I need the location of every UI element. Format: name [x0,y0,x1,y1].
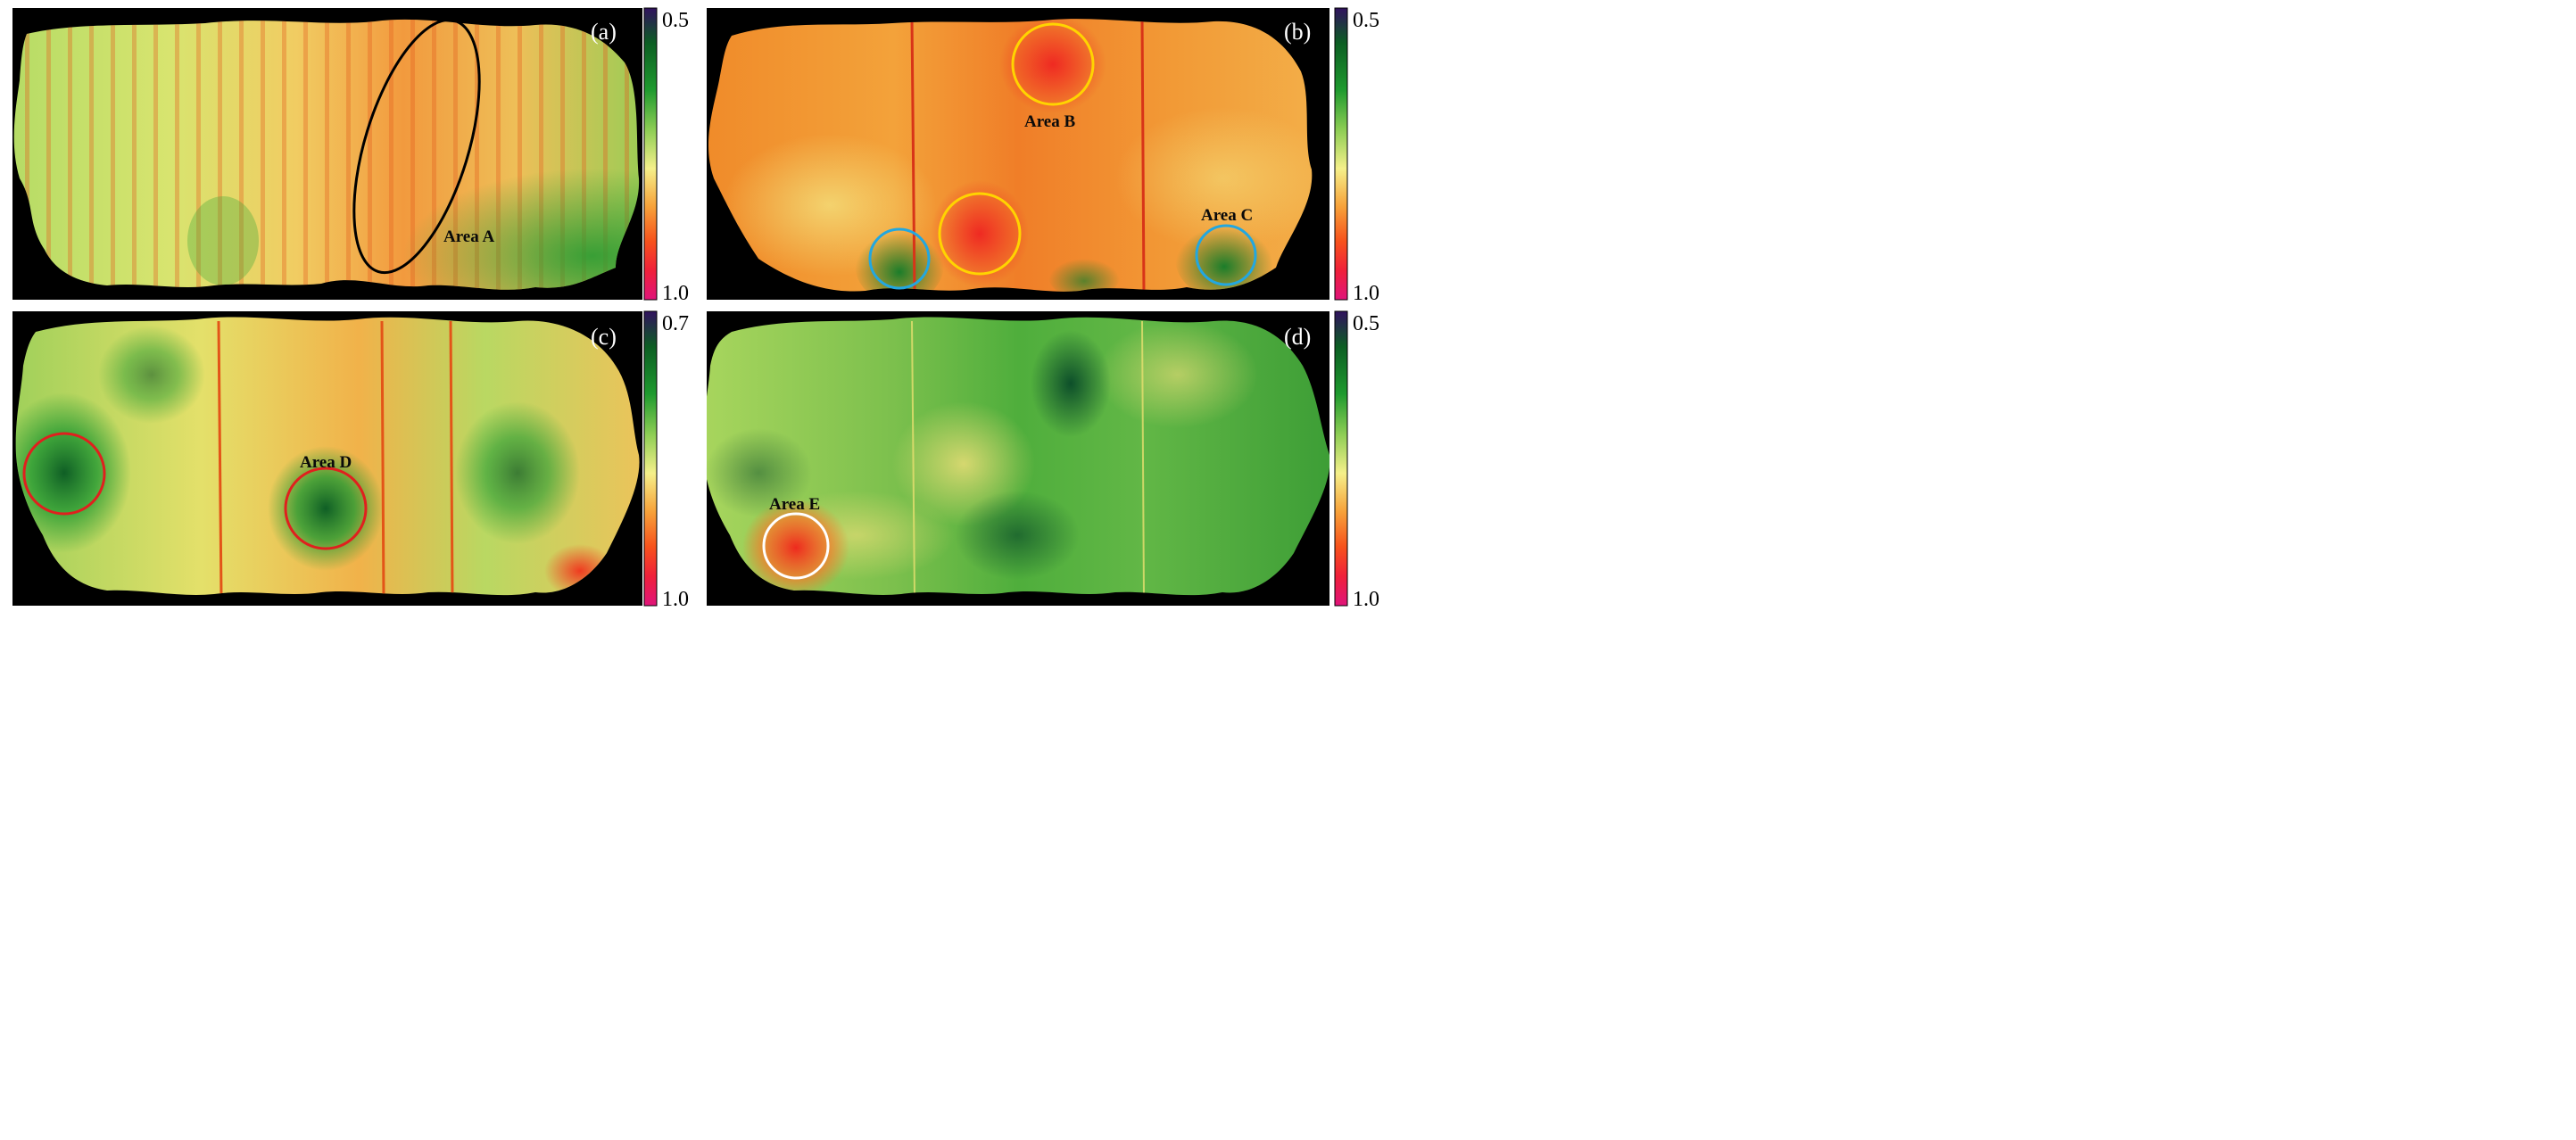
colorbar-d-bottom-tick: 1.0 [1353,588,1379,611]
area-e-marker [762,512,830,580]
panel-b: (b) Area B Area C [707,8,1329,300]
colorbar-d [1334,310,1348,607]
area-d-marker-left [22,432,106,516]
panel-a-field-map [13,19,640,290]
colorbar-b-bottom-tick: 1.0 [1353,282,1379,305]
panel-c-label: (c) [591,324,617,350]
panel-c-field-map [15,317,640,596]
colorbar-a [643,7,658,301]
area-b-label: Area B [1024,112,1075,131]
area-e-label: Area E [769,495,820,514]
area-a-label: Area A [443,227,494,246]
panel-b-label: (b) [1284,19,1311,45]
area-c-label: Area C [1201,206,1253,225]
panel-d-label: (d) [1284,324,1311,350]
colorbar-c-top-tick: 0.7 [662,312,689,335]
panel-a-colorbar: 0.5 1.0 [643,7,689,305]
figure-canvas: (a) Area A 0.5 1.0 (b) Area B Area C [12,7,1379,611]
area-b-marker-upper [1011,22,1095,106]
panel-a-label: (a) [591,19,617,45]
colorbar-a-top-tick: 0.5 [662,9,689,32]
area-c-marker-right [1195,224,1257,286]
panel-a: (a) Area A [12,8,642,300]
area-b-marker-lower [938,192,1022,276]
area-d-marker-center [284,467,368,550]
colorbar-b [1334,7,1348,301]
colorbar-c-bottom-tick: 1.0 [662,588,689,611]
colorbar-d-top-tick: 0.5 [1353,312,1379,335]
area-c-marker-left [868,227,931,290]
panel-b-field-map [708,19,1313,292]
panel-c-colorbar: 0.7 1.0 [643,310,689,611]
area-a-marker [352,18,481,275]
panel-d: (d) Area E [705,311,1329,606]
colorbar-c [643,310,658,607]
colorbar-b-top-tick: 0.5 [1353,9,1379,32]
panel-d-colorbar: 0.5 1.0 [1334,310,1379,611]
panel-d-field-map [705,317,1329,596]
panel-c: (c) Area D [12,311,642,606]
panel-b-colorbar: 0.5 1.0 [1334,7,1379,305]
area-d-label: Area D [300,453,352,472]
colorbar-a-bottom-tick: 1.0 [662,282,689,305]
